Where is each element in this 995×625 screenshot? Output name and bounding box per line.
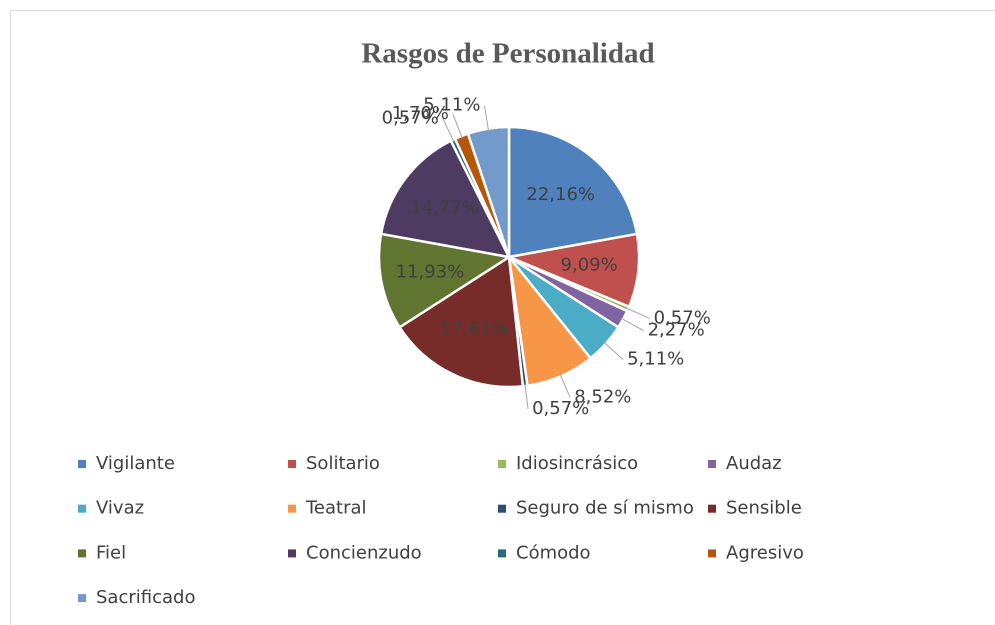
legend-label: Sacrificado	[96, 587, 195, 608]
data-label: 5,11%	[627, 349, 684, 370]
legend-swatch	[78, 594, 86, 603]
legend-label: Vivaz	[96, 498, 144, 519]
legend-label: Solitario	[306, 453, 380, 474]
pie-slice	[507, 125, 639, 259]
leader-line	[620, 317, 644, 332]
leader-line	[442, 118, 455, 143]
data-label: 0,57%	[532, 398, 589, 419]
data-label: 0,57%	[654, 307, 711, 328]
leader-line	[483, 105, 490, 132]
leader-line	[603, 341, 624, 360]
data-label: 9,09%	[561, 255, 618, 276]
legend-label: Fiel	[96, 542, 126, 563]
legend-label: Teatral	[305, 498, 367, 519]
legend-label: Vigilante	[96, 453, 175, 474]
legend-swatch	[498, 549, 506, 558]
data-label: 11,93%	[396, 262, 465, 283]
data-label: 1,70%	[392, 103, 449, 124]
legend-swatch	[708, 504, 716, 513]
pie-slice	[377, 232, 513, 329]
legend-swatch	[78, 549, 86, 558]
leader-line	[625, 307, 650, 319]
data-label: 2,27%	[648, 320, 705, 341]
legend-label: Audaz	[726, 453, 782, 474]
data-label: 14,77%	[410, 198, 479, 219]
data-label: 8,52%	[574, 387, 631, 408]
leader-line	[559, 373, 571, 398]
legend-swatch	[288, 549, 296, 558]
legend-swatch	[288, 460, 296, 468]
legend-swatch	[498, 504, 506, 513]
chart-title: Rasgos de Personalidad	[361, 38, 654, 70]
data-label: 17,61%	[440, 319, 509, 340]
legend-swatch	[708, 460, 716, 468]
legend-swatch	[288, 504, 296, 513]
legend-label: Agresivo	[726, 542, 804, 563]
legend-swatch	[78, 460, 86, 468]
legend-swatch	[78, 504, 86, 513]
legend-label: Seguro de sí mismo	[516, 498, 694, 519]
data-label: 22,16%	[526, 184, 595, 205]
pie-slice	[397, 254, 525, 389]
data-label: 0,57%	[382, 108, 439, 129]
leader-line	[452, 114, 463, 139]
leader-line	[524, 383, 529, 410]
legend-label: Idiosincrásico	[516, 453, 638, 474]
legend-swatch	[708, 549, 716, 558]
legend-label: Concienzudo	[306, 542, 422, 563]
legend-label: Cómodo	[516, 542, 591, 563]
data-label: 5,11%	[423, 95, 480, 116]
pie-slice	[379, 139, 512, 259]
legend-label: Sensible	[726, 498, 802, 519]
legend-swatch	[498, 460, 506, 468]
